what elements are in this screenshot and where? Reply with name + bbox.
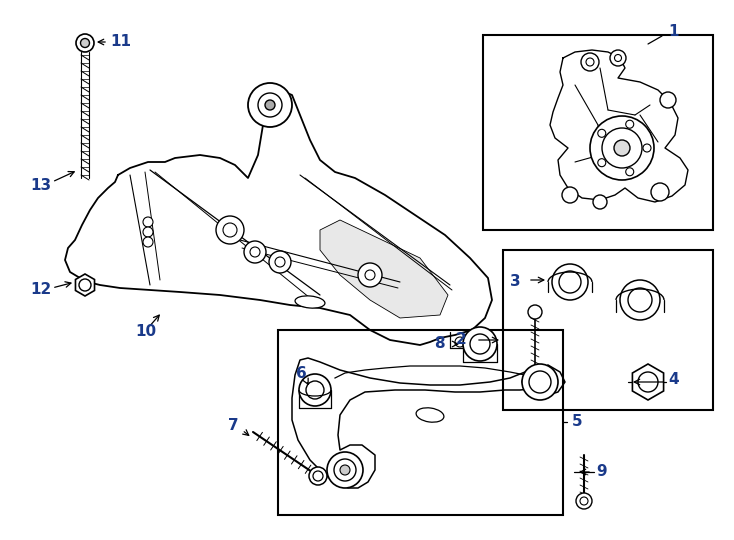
Circle shape: [562, 187, 578, 203]
Circle shape: [580, 497, 588, 505]
Circle shape: [610, 50, 626, 66]
Ellipse shape: [295, 296, 325, 308]
Circle shape: [313, 471, 323, 481]
Circle shape: [586, 58, 594, 66]
Text: 8: 8: [434, 336, 445, 352]
Circle shape: [340, 465, 350, 475]
Circle shape: [358, 263, 382, 287]
Bar: [483, 35, 713, 230]
Circle shape: [559, 271, 581, 293]
Text: 1: 1: [668, 24, 678, 39]
Circle shape: [269, 251, 291, 273]
Text: 4: 4: [668, 373, 679, 388]
Text: 11: 11: [110, 35, 131, 50]
Circle shape: [593, 195, 607, 209]
Polygon shape: [76, 274, 95, 296]
Circle shape: [597, 159, 606, 167]
Circle shape: [625, 120, 633, 128]
Circle shape: [365, 270, 375, 280]
Bar: [278, 330, 563, 515]
Circle shape: [334, 459, 356, 481]
Circle shape: [250, 247, 260, 257]
Circle shape: [265, 100, 275, 110]
Circle shape: [628, 288, 652, 312]
Text: 2: 2: [456, 333, 467, 348]
Circle shape: [625, 168, 633, 176]
Circle shape: [651, 183, 669, 201]
Text: 10: 10: [135, 325, 156, 340]
Circle shape: [552, 264, 588, 300]
Circle shape: [258, 93, 282, 117]
Circle shape: [143, 227, 153, 237]
Circle shape: [638, 372, 658, 392]
Circle shape: [275, 257, 285, 267]
Circle shape: [528, 305, 542, 319]
Text: 3: 3: [510, 274, 520, 289]
Circle shape: [309, 467, 327, 485]
Circle shape: [576, 493, 592, 509]
Circle shape: [529, 371, 551, 393]
Circle shape: [79, 279, 91, 291]
Text: 9: 9: [596, 464, 606, 480]
Circle shape: [248, 83, 292, 127]
Circle shape: [143, 237, 153, 247]
Circle shape: [660, 92, 676, 108]
Circle shape: [597, 129, 606, 137]
Circle shape: [643, 144, 651, 152]
Text: 13: 13: [30, 178, 51, 192]
Bar: [503, 250, 713, 410]
Text: 6: 6: [296, 367, 307, 381]
Polygon shape: [633, 364, 664, 400]
Text: 12: 12: [30, 282, 51, 298]
Circle shape: [455, 337, 465, 347]
Polygon shape: [320, 220, 448, 318]
Circle shape: [470, 334, 490, 354]
Circle shape: [223, 223, 237, 237]
Text: 5: 5: [572, 415, 583, 429]
Circle shape: [614, 140, 630, 156]
Circle shape: [614, 55, 622, 62]
Circle shape: [327, 452, 363, 488]
Circle shape: [244, 241, 266, 263]
Circle shape: [143, 217, 153, 227]
Circle shape: [76, 34, 94, 52]
Circle shape: [522, 364, 558, 400]
Circle shape: [581, 53, 599, 71]
Ellipse shape: [416, 408, 444, 422]
Circle shape: [216, 216, 244, 244]
Circle shape: [602, 128, 642, 168]
Circle shape: [590, 116, 654, 180]
Circle shape: [620, 280, 660, 320]
Circle shape: [463, 327, 497, 361]
Text: 7: 7: [228, 418, 239, 434]
Circle shape: [306, 381, 324, 399]
Circle shape: [299, 374, 331, 406]
Circle shape: [81, 38, 90, 48]
